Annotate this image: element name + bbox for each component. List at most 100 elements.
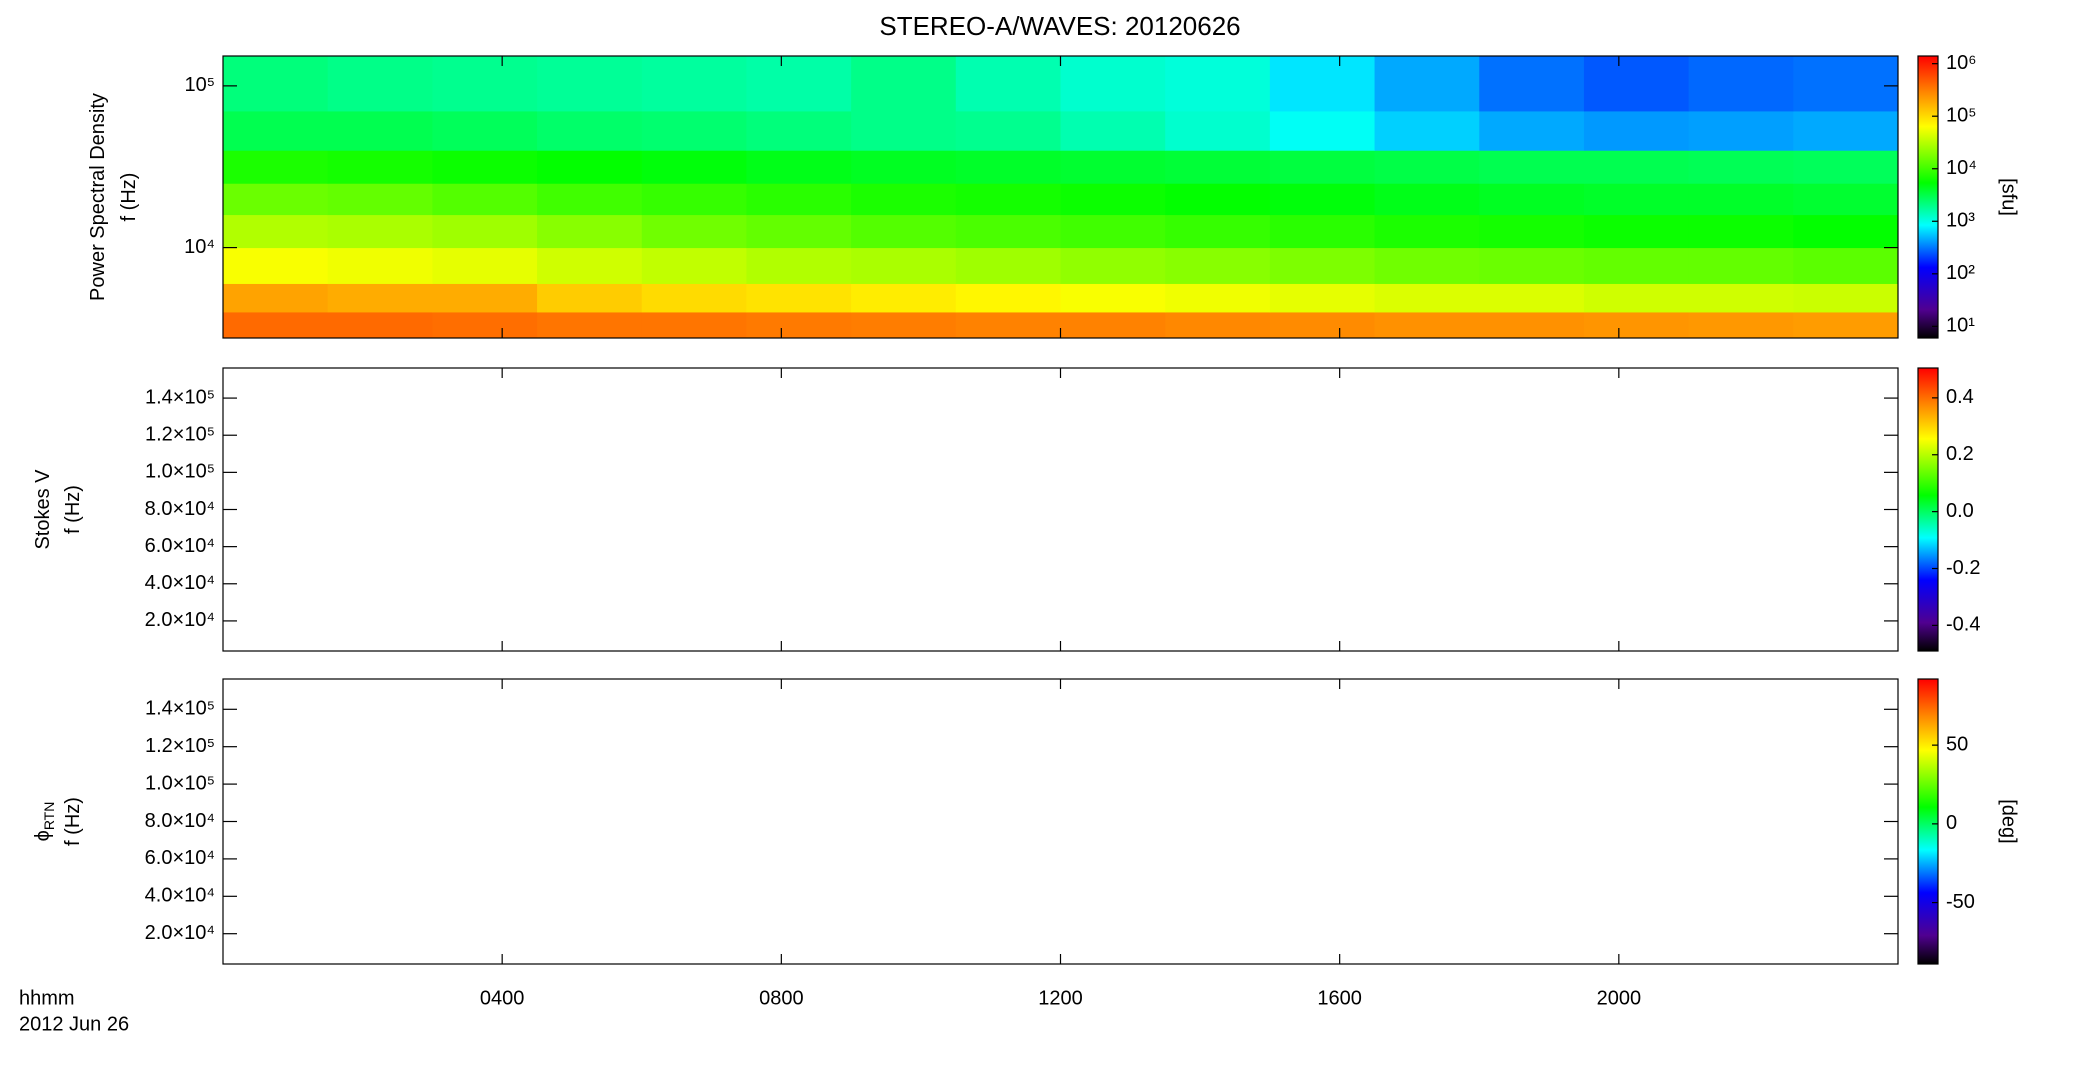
heat-cell [1165, 247, 1271, 284]
y-tick-label: 1.4×10⁵ [145, 386, 215, 408]
heat-cell [1165, 150, 1271, 184]
heat-cell [1269, 110, 1376, 151]
heat-cell [1583, 56, 1690, 112]
heat-cell [1060, 311, 1166, 339]
heat-cell [1583, 110, 1690, 151]
heat-cell [851, 56, 957, 112]
colorbar [1917, 55, 1939, 339]
heat-cell [432, 56, 538, 112]
colorbar [1917, 678, 1939, 965]
heat-cell [1479, 150, 1585, 184]
x-tick-label: 0400 [480, 987, 525, 1009]
y-tick-label: 1.2×10⁵ [145, 735, 215, 757]
heat-cell [327, 110, 433, 151]
heat-cell [851, 183, 957, 216]
heat-cell [537, 150, 643, 184]
heat-cell [1688, 150, 1794, 184]
heat-cell [1793, 247, 1899, 284]
heat-cell [851, 283, 957, 313]
heat-cell [1793, 214, 1899, 249]
heat-cell [641, 214, 747, 249]
heat-cell [537, 283, 643, 313]
colorbar-tick-label: -0.4 [1946, 614, 1980, 636]
y-axis-label-part: Power Spectral Density [87, 93, 109, 301]
heat-cell [955, 311, 1061, 339]
heat-cell [1269, 183, 1376, 216]
colorbar-tick-label: 10⁴ [1946, 157, 1977, 179]
heat-cell [1688, 311, 1794, 339]
y-axis-label: ϕRTN [32, 802, 56, 842]
y-tick-label: 2.0×10⁴ [145, 922, 215, 944]
y-tick-label: 8.0×10⁴ [145, 498, 215, 520]
colorbar [1917, 367, 1939, 652]
heat-cell [746, 311, 852, 339]
heat-cell [1374, 214, 1480, 249]
heat-cell [327, 311, 433, 339]
heat-cell [327, 150, 433, 184]
heat-cell [1269, 311, 1376, 339]
heat-cell [1793, 150, 1899, 184]
heat-cell [1583, 214, 1690, 249]
heat-cell [1793, 110, 1899, 151]
heat-cell [1165, 110, 1271, 151]
heat-cell [955, 110, 1061, 151]
y-tick-label: 8.0×10⁴ [145, 810, 215, 832]
heat-cell [1583, 311, 1690, 339]
heat-cell [641, 283, 747, 313]
y-tick-label: 1.0×10⁵ [145, 461, 215, 483]
y-axis-label: Power Spectral Density [87, 93, 109, 301]
heat-cell [1688, 110, 1794, 151]
y-tick-label: 1.2×10⁵ [145, 424, 215, 446]
x-axis-label: 2012 Jun 26 [19, 1013, 129, 1035]
y-axis-label-part: f (Hz) [62, 797, 84, 846]
heat-cell [327, 283, 433, 313]
heat-cell [1583, 150, 1690, 184]
heat-cell [1269, 214, 1376, 249]
heat-cell [432, 110, 538, 151]
heat-cell [1688, 214, 1794, 249]
x-tick-label: 0800 [759, 987, 804, 1009]
heat-cell [1479, 247, 1585, 284]
heat-cell [746, 247, 852, 284]
heat-cell [1269, 283, 1376, 313]
heat-cell [1374, 110, 1480, 151]
heat-cell [537, 311, 643, 339]
heat-cell [327, 214, 433, 249]
heat-cell [1688, 283, 1794, 313]
heat-cell [537, 110, 643, 151]
heat-cell [1269, 56, 1376, 112]
plot-frame [222, 367, 1899, 652]
x-tick-label: 1200 [1038, 987, 1083, 1009]
heat-cell [955, 150, 1061, 184]
heat-cell [1374, 56, 1480, 112]
heat-cell [1269, 150, 1376, 184]
heat-cell [1688, 183, 1794, 216]
heat-cell [223, 247, 329, 284]
y-axis-label-part: f (Hz) [118, 173, 140, 222]
heat-cell [1165, 283, 1271, 313]
colorbar-tick-label: 0.2 [1946, 443, 1974, 465]
heat-cell [1374, 247, 1480, 284]
heat-cell [1374, 283, 1480, 313]
heat-cell [1374, 183, 1480, 216]
heat-cell [432, 183, 538, 216]
heat-cell [1165, 183, 1271, 216]
heat-cell [1479, 56, 1585, 112]
heat-cell [223, 150, 329, 184]
heat-cell [432, 247, 538, 284]
heat-cell [1479, 311, 1585, 339]
heat-cell [1060, 110, 1166, 151]
colorbar-tick-label: 10² [1946, 262, 1975, 284]
heat-cell [851, 247, 957, 284]
heat-cell [1793, 56, 1899, 112]
x-tick-label: 1600 [1317, 987, 1362, 1009]
heat-cell [851, 214, 957, 249]
plot-frame [222, 678, 1899, 965]
heat-cell [432, 311, 538, 339]
heat-cell [223, 183, 329, 216]
y-axis-label-part: ϕ [32, 830, 54, 841]
heat-cell [223, 56, 329, 112]
heat-cell [746, 283, 852, 313]
colorbar-tick-label: 10⁶ [1946, 52, 1976, 74]
heat-cell [537, 247, 643, 284]
